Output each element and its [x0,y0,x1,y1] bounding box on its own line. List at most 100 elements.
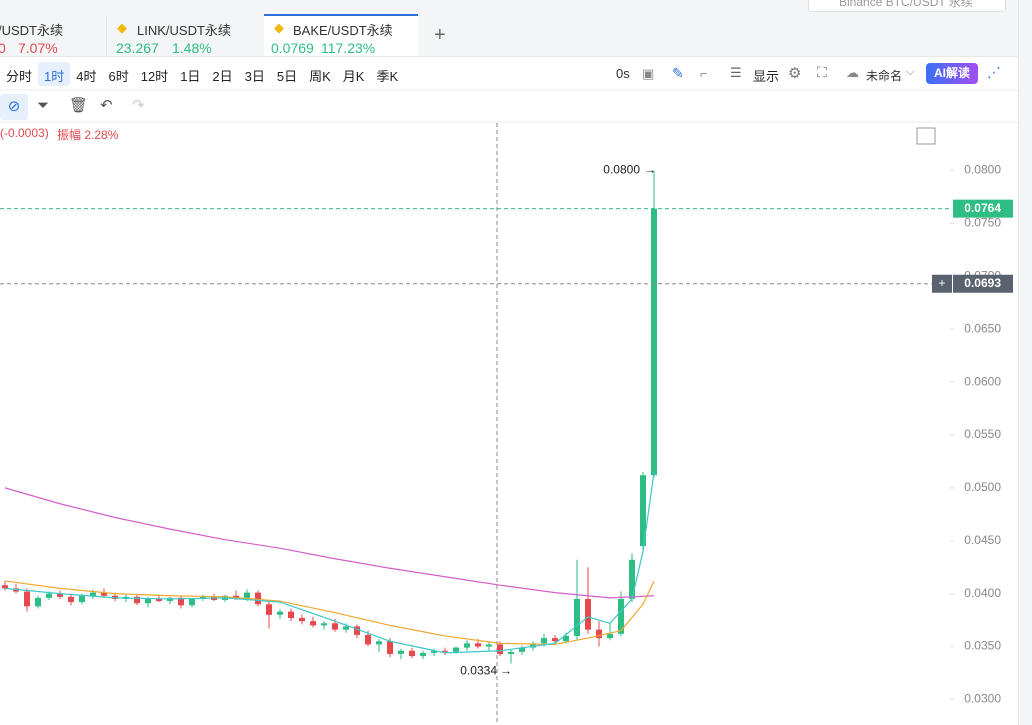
candle-body [563,635,569,642]
y-tick-label: 0.0600 [964,374,1001,388]
interval-button[interactable]: 1日 [180,69,201,84]
coin-icon: ◆ [274,20,284,35]
tab-symbol: LINK/USDT永续 [137,23,231,38]
interval-bar: 分时 1时 4时 6时 12时 1日 2日 3日 5日 周K 月K 季K [0,62,404,86]
crosshair-label: 0.0693 [964,276,1001,290]
cloud-icon[interactable]: ☁ [846,65,859,80]
add-tab[interactable]: + [434,24,446,46]
tab-symbol: BAKE/USDT永续 [293,23,393,38]
candle-body [409,650,415,657]
filter-tool[interactable]: ⏷ [37,97,50,114]
search-box[interactable]: Binance BTC/USDT 永续 [808,0,1006,12]
candle-body [453,647,459,652]
coin-icon: ◆ [117,20,127,35]
candle-body [530,643,536,648]
y-tick-label: 0.0300 [964,692,1001,706]
interval-button[interactable]: 12时 [140,69,169,84]
y-tick-label: 0.0400 [964,586,1001,600]
interval-button[interactable]: 分时 [6,69,33,84]
candle-body [299,617,305,622]
interval-button[interactable]: 2日 [212,69,233,84]
candle-body [101,592,107,596]
candle-body [277,611,283,615]
y-tick-label: 0.0750 [964,216,1001,230]
interval-button[interactable]: 1时 [38,62,71,86]
candle-body [508,651,514,654]
candle-body [365,634,371,645]
crosshair-plus-sign: + [938,276,945,290]
candle-body [79,595,85,603]
candle-body [431,650,437,653]
tab[interactable]: ◆ LINK/USDT永续 23.267 1.48% [106,16,262,56]
candle-body [519,647,525,652]
tab[interactable]: /USDT永续 0 7.07% [0,16,105,56]
tab-change: 117.23% [321,40,376,56]
candle-body [420,652,426,657]
candle-body [288,611,294,618]
layout-name[interactable]: 未命名 [866,69,903,83]
candle-body [57,593,63,597]
candle-body [2,585,8,589]
undo[interactable]: ↶ [100,97,113,114]
share-icon[interactable]: ⋰ [987,64,1001,80]
candle-body [244,592,250,598]
candle-body [233,595,239,598]
tab-price: 23.267 [116,40,159,56]
draw-icon[interactable]: ✎ [672,65,684,81]
low-label: 0.0334 [460,664,497,678]
menu-icon[interactable]: ☰ [730,65,742,80]
interval-button[interactable]: 季K [376,69,399,84]
ai-button[interactable]: AI解读 [926,63,978,84]
candle-body [266,604,272,615]
interval-button[interactable]: 月K [342,69,365,84]
last-price-label: 0.0764 [964,201,1001,215]
candle-body [145,598,151,604]
info-amplitude: 振幅 2.28% [57,128,119,142]
settings-icon[interactable]: ⚙ [788,65,802,82]
y-tick-label: 0.0450 [964,533,1001,547]
interval-button[interactable]: 3日 [244,69,265,84]
candle-body [651,208,657,476]
fullscreen-icon[interactable] [916,127,936,145]
interval-button[interactable]: 周K [309,69,331,84]
interval-button[interactable]: 4时 [76,69,97,84]
candle-body [607,633,613,639]
moving-average [4,471,655,654]
display-button[interactable]: 显示 [753,69,780,84]
dropdown-arrow[interactable]: ⌵ [906,66,915,78]
candle-body [46,593,52,598]
candle-body [178,597,184,606]
candle-body [442,650,448,652]
moving-average [4,487,655,599]
tab-change: 1.48% [172,40,212,56]
candle-body [497,644,503,654]
select-icon[interactable]: ⌐ [700,66,708,81]
candle-body [310,621,316,626]
tab-active[interactable]: ◆ BAKE/USDT永续 0.0769 117.23% [264,14,418,56]
info-change: (-0.0003) [0,126,49,140]
interval-button[interactable]: 6时 [108,69,129,84]
tab-symbol: /USDT永续 [0,23,64,38]
candle-body [354,626,360,635]
delete-tool[interactable]: 🗑 [69,97,89,114]
low-arrow: → [500,664,512,678]
candle-body [376,641,382,645]
fullscreen-icon[interactable]: ⛶ [817,64,827,80]
tab-price: 0.0769 [271,40,314,56]
camera-icon[interactable]: ▣ [642,66,655,81]
candle-body [90,592,96,596]
candle-body [24,591,30,607]
high-arrow: → [644,163,656,177]
magnet-tool[interactable]: ⊘ [0,94,28,120]
interval-button[interactable]: 5日 [276,69,298,84]
y-tick-label: 0.0650 [964,321,1001,335]
y-tick-label: 0.0500 [964,480,1001,494]
crosshair-plus [932,274,952,293]
candle-body [332,623,338,630]
candle-body [189,598,195,606]
redo[interactable]: ↷ [132,97,145,114]
candle-body [68,596,74,603]
crosshair-badge [953,274,1013,293]
